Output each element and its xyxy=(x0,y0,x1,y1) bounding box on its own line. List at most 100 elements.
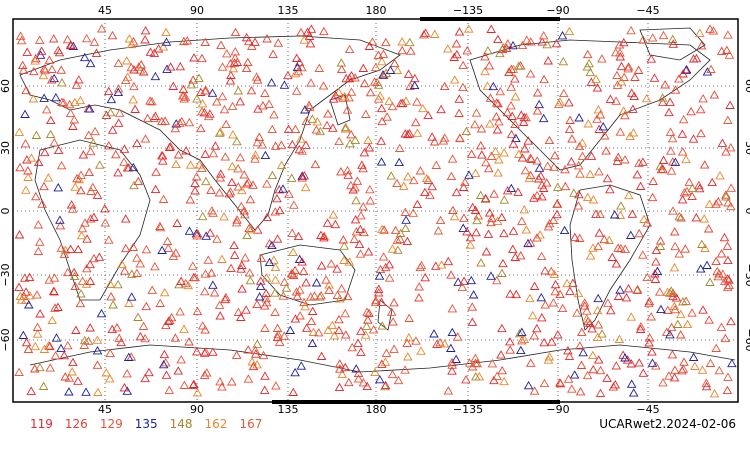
station-marker xyxy=(705,277,715,286)
station-marker xyxy=(376,297,387,306)
station-marker xyxy=(356,210,366,220)
station-marker xyxy=(286,173,297,182)
station-marker xyxy=(197,53,207,63)
station-marker xyxy=(56,243,67,252)
station-marker xyxy=(612,156,623,165)
station-marker xyxy=(405,37,415,47)
station-marker xyxy=(526,358,536,367)
station-marker xyxy=(538,30,549,40)
station-marker xyxy=(514,149,524,158)
station-marker xyxy=(194,160,205,169)
station-marker xyxy=(534,163,545,172)
station-marker xyxy=(558,56,569,66)
station-marker xyxy=(275,205,285,215)
station-marker xyxy=(538,113,549,123)
station-marker xyxy=(306,78,316,87)
station-marker xyxy=(505,345,515,354)
station-marker xyxy=(323,109,333,118)
station-marker xyxy=(517,335,527,345)
station-marker xyxy=(49,137,60,147)
station-marker xyxy=(594,166,604,176)
station-marker xyxy=(670,157,681,166)
station-marker xyxy=(267,170,278,180)
station-marker xyxy=(447,366,457,375)
station-marker xyxy=(335,294,345,303)
station-marker xyxy=(278,184,288,193)
station-marker xyxy=(135,331,146,341)
station-marker xyxy=(31,130,42,139)
station-marker xyxy=(121,243,131,253)
station-marker xyxy=(205,228,215,237)
station-markers xyxy=(14,24,737,398)
station-marker xyxy=(647,33,658,42)
station-marker xyxy=(401,96,411,105)
station-marker xyxy=(593,104,604,114)
station-marker xyxy=(524,173,535,183)
station-marker xyxy=(416,346,426,355)
station-marker xyxy=(494,155,504,164)
station-marker xyxy=(197,321,208,330)
station-marker xyxy=(681,154,691,164)
station-marker xyxy=(562,278,572,288)
station-marker xyxy=(122,368,132,378)
station-marker xyxy=(400,365,410,374)
station-marker xyxy=(297,62,307,72)
station-marker xyxy=(293,66,304,76)
station-marker xyxy=(687,191,697,200)
station-marker xyxy=(420,272,430,282)
station-marker xyxy=(489,375,499,385)
station-marker xyxy=(506,183,517,193)
station-marker xyxy=(703,224,714,233)
station-marker xyxy=(363,247,374,256)
station-marker xyxy=(291,86,302,95)
station-marker xyxy=(716,46,727,55)
station-marker xyxy=(613,291,624,300)
station-marker xyxy=(505,336,515,346)
station-marker xyxy=(636,321,646,331)
station-marker xyxy=(483,229,494,238)
station-marker xyxy=(525,153,536,162)
station-marker xyxy=(529,330,540,340)
station-marker xyxy=(377,116,387,126)
station-marker xyxy=(537,37,547,46)
station-marker xyxy=(287,228,297,237)
station-marker xyxy=(208,148,219,158)
station-marker xyxy=(75,298,86,308)
station-marker xyxy=(613,152,623,161)
station-marker xyxy=(178,91,189,100)
station-marker xyxy=(626,25,636,35)
coast-europe-asia xyxy=(19,35,401,231)
station-marker xyxy=(104,235,114,244)
station-marker xyxy=(499,376,509,386)
station-marker xyxy=(140,134,151,143)
station-marker xyxy=(454,94,465,103)
station-marker xyxy=(362,381,372,391)
station-marker xyxy=(508,226,519,235)
station-marker xyxy=(322,218,333,227)
station-marker xyxy=(510,92,521,101)
station-marker xyxy=(119,157,129,166)
station-marker xyxy=(342,165,353,175)
station-marker xyxy=(340,362,351,372)
station-marker xyxy=(716,249,727,258)
station-marker xyxy=(646,312,656,321)
station-marker xyxy=(527,310,538,320)
station-marker xyxy=(244,223,254,233)
station-marker xyxy=(274,337,285,346)
station-marker xyxy=(14,282,24,291)
station-marker xyxy=(178,84,189,94)
station-marker xyxy=(350,214,361,224)
station-marker xyxy=(462,226,472,236)
coast-newzealand xyxy=(377,299,393,331)
station-marker xyxy=(163,316,174,326)
station-marker xyxy=(664,107,674,117)
station-marker xyxy=(584,58,594,68)
station-marker xyxy=(78,150,89,159)
station-marker xyxy=(609,210,620,219)
station-marker xyxy=(23,172,33,181)
station-marker xyxy=(573,288,584,298)
station-marker xyxy=(377,224,387,234)
station-marker xyxy=(677,129,688,138)
station-marker xyxy=(71,325,81,334)
station-marker xyxy=(208,347,218,356)
